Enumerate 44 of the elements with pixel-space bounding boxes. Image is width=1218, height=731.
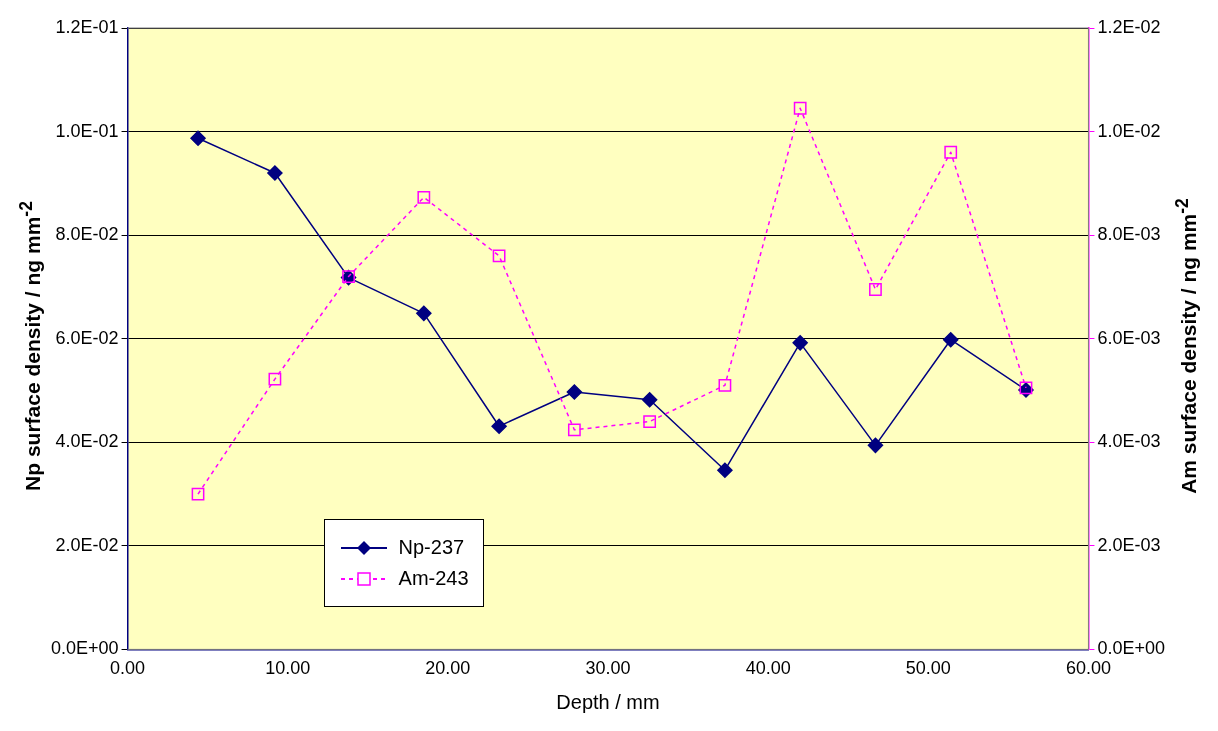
x-tick-label: 40.00 xyxy=(745,658,791,679)
y2-tick-label: 2.0E-03 xyxy=(1097,534,1161,555)
x-tick-label: 10.00 xyxy=(265,658,311,679)
point xyxy=(267,165,283,181)
x-tick-label: 50.00 xyxy=(905,658,951,679)
y2-tick-label: 6.0E-03 xyxy=(1097,327,1161,348)
point xyxy=(793,101,807,115)
y2-tick-label: 1.0E-02 xyxy=(1097,120,1161,141)
y-tick-label: 6.0E-02 xyxy=(55,327,119,348)
point xyxy=(643,415,657,428)
point xyxy=(869,283,882,296)
point xyxy=(268,372,282,386)
x-tick-label: 60.00 xyxy=(1065,658,1111,679)
point xyxy=(641,392,658,408)
point xyxy=(491,418,507,434)
y-tick-label: 1.0E-01 xyxy=(55,120,119,141)
point xyxy=(718,378,732,392)
y2-tick-label: 8.0E-03 xyxy=(1097,224,1161,245)
legend-label: Np-237 xyxy=(398,536,465,560)
y-tick-label: 1.2E-01 xyxy=(55,16,119,37)
point xyxy=(567,423,581,437)
point xyxy=(416,305,432,322)
point xyxy=(566,384,583,400)
point xyxy=(190,130,206,147)
point xyxy=(717,462,733,478)
y-tick-label: 8.0E-02 xyxy=(55,224,119,245)
point xyxy=(191,487,205,501)
y2-tick-label: 1.2E-02 xyxy=(1097,16,1161,37)
y-tick-label: 4.0E-02 xyxy=(55,431,119,452)
point xyxy=(944,145,958,159)
y-tick-label: 0.0E+00 xyxy=(51,638,119,659)
y-tick-label: 2.0E-02 xyxy=(55,534,119,555)
x-axis-title: Depth / mm xyxy=(555,691,661,714)
y2-tick-label: 0.0E+00 xyxy=(1097,638,1165,659)
x-tick-label: 30.00 xyxy=(585,658,631,679)
point xyxy=(867,437,884,454)
y2-tick-label: 4.0E-03 xyxy=(1097,431,1161,452)
point xyxy=(942,331,959,348)
point xyxy=(417,190,431,204)
point xyxy=(792,335,808,351)
x-tick-label: 0.00 xyxy=(110,658,146,679)
point xyxy=(492,249,506,263)
legend-label: Am-243 xyxy=(398,567,469,591)
x-tick-label: 20.00 xyxy=(425,658,471,679)
